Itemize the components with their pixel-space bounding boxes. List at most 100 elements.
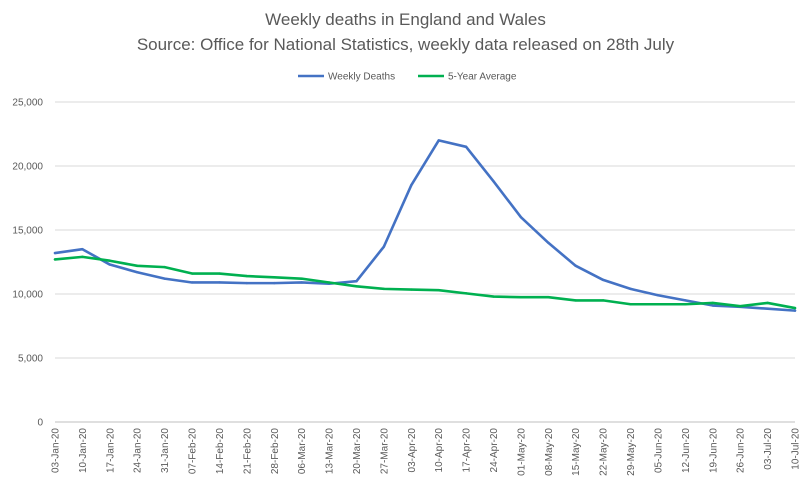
data-point bbox=[574, 299, 577, 302]
data-point bbox=[574, 264, 577, 268]
data-point bbox=[437, 288, 440, 292]
data-point bbox=[245, 281, 249, 285]
data-point bbox=[190, 281, 194, 284]
y-tick-label: 0 bbox=[37, 418, 43, 429]
x-tick-label: 10-Jul-20 bbox=[791, 428, 802, 470]
y-tick-label: 20,000 bbox=[12, 162, 43, 173]
series-line-1 bbox=[53, 255, 797, 310]
x-tick-label: 15-May-20 bbox=[571, 428, 582, 476]
data-point bbox=[738, 304, 742, 308]
data-point bbox=[547, 296, 550, 299]
data-point bbox=[190, 272, 194, 275]
x-tick-label: 19-Jun-20 bbox=[708, 428, 719, 473]
data-point bbox=[601, 299, 605, 302]
data-point bbox=[437, 139, 440, 142]
x-tick-label: 07-Feb-20 bbox=[188, 428, 199, 475]
data-point bbox=[629, 303, 632, 306]
data-point bbox=[464, 292, 468, 295]
data-point bbox=[793, 309, 797, 312]
x-tick-label: 17-Apr-20 bbox=[462, 428, 473, 473]
x-tick-label: 03-Jul-20 bbox=[763, 428, 774, 470]
data-point bbox=[684, 303, 687, 306]
gridlines bbox=[55, 101, 795, 423]
x-tick-label: 26-Jun-20 bbox=[736, 428, 747, 473]
data-point bbox=[53, 258, 57, 261]
series-line-0 bbox=[53, 139, 797, 312]
y-tick-label: 10,000 bbox=[12, 290, 43, 301]
x-tick-label: 20-Mar-20 bbox=[352, 428, 363, 475]
y-tick-label: 5,000 bbox=[18, 354, 43, 365]
x-tick-label: 17-Jan-20 bbox=[105, 428, 116, 473]
data-point bbox=[766, 301, 769, 305]
data-point bbox=[218, 281, 221, 284]
legend-label: Weekly Deaths bbox=[328, 72, 395, 83]
data-point bbox=[245, 274, 249, 278]
data-point bbox=[136, 271, 139, 274]
data-point bbox=[355, 280, 358, 283]
data-point bbox=[410, 288, 413, 291]
x-tick-label: 31-Jan-20 bbox=[160, 428, 171, 473]
x-tick-label: 12-Jun-20 bbox=[681, 428, 692, 473]
data-point bbox=[793, 306, 797, 310]
data-point bbox=[327, 281, 331, 284]
data-point bbox=[355, 285, 358, 288]
y-tick-label: 25,000 bbox=[12, 98, 43, 109]
data-point bbox=[711, 304, 714, 307]
data-point bbox=[629, 287, 632, 291]
data-point bbox=[273, 276, 276, 279]
data-point bbox=[300, 277, 303, 280]
data-point bbox=[656, 294, 660, 297]
data-point bbox=[382, 287, 386, 291]
data-point bbox=[300, 281, 303, 284]
data-point bbox=[519, 216, 523, 219]
data-point bbox=[519, 296, 523, 299]
data-point bbox=[218, 272, 221, 275]
data-point bbox=[163, 265, 166, 269]
data-point bbox=[766, 307, 769, 310]
data-point bbox=[53, 251, 57, 255]
x-tick-label: 06-Mar-20 bbox=[297, 428, 308, 475]
data-point bbox=[656, 303, 660, 306]
data-point bbox=[601, 278, 605, 282]
chart-subtitle: Source: Office for National Statistics, … bbox=[136, 35, 675, 54]
legend-label: 5-Year Average bbox=[448, 72, 517, 83]
x-tick-label: 24-Jan-20 bbox=[133, 428, 144, 473]
y-axis: 0 5,000 10,000 15,000 20,000 25,000 bbox=[12, 98, 43, 429]
data-point bbox=[711, 301, 714, 305]
data-point bbox=[108, 263, 112, 266]
data-point bbox=[492, 295, 495, 298]
x-tick-label: 01-May-20 bbox=[516, 428, 527, 476]
x-tick-label: 03-Apr-20 bbox=[407, 428, 418, 473]
chart-title: Weekly deaths in England and Wales bbox=[265, 10, 546, 29]
data-point bbox=[464, 145, 468, 148]
legend: Weekly Deaths 5-Year Average bbox=[298, 72, 517, 83]
x-tick-label: 22-May-20 bbox=[599, 428, 610, 476]
data-point bbox=[547, 241, 550, 244]
x-tick-label: 14-Feb-20 bbox=[215, 428, 226, 475]
x-tick-label: 10-Jan-20 bbox=[78, 428, 89, 473]
data-point bbox=[81, 255, 84, 259]
x-tick-label: 24-Apr-20 bbox=[489, 428, 500, 473]
x-tick-label: 03-Jan-20 bbox=[51, 428, 62, 473]
x-tick-label: 08-May-20 bbox=[544, 428, 555, 476]
x-tick-label: 27-Mar-20 bbox=[379, 428, 390, 475]
x-tick-label: 28-Feb-20 bbox=[270, 428, 281, 475]
data-point bbox=[81, 248, 84, 251]
x-tick-label: 13-Mar-20 bbox=[325, 428, 336, 475]
data-point bbox=[410, 184, 413, 187]
data-point bbox=[684, 299, 687, 302]
data-point bbox=[492, 180, 495, 183]
data-point bbox=[108, 259, 112, 262]
x-tick-label: 05-Jun-20 bbox=[653, 428, 664, 473]
x-tick-label: 10-Apr-20 bbox=[434, 428, 445, 473]
data-point bbox=[382, 245, 386, 248]
x-tick-label: 29-May-20 bbox=[626, 428, 637, 476]
data-point bbox=[136, 264, 139, 268]
x-tick-label: 21-Feb-20 bbox=[242, 428, 253, 475]
x-axis: 03-Jan-20 10-Jan-20 17-Jan-20 24-Jan-20 31-J… bbox=[51, 421, 802, 476]
series-lines bbox=[53, 139, 797, 312]
y-tick-label: 15,000 bbox=[12, 226, 43, 237]
data-point bbox=[163, 277, 166, 280]
data-point bbox=[273, 281, 276, 285]
